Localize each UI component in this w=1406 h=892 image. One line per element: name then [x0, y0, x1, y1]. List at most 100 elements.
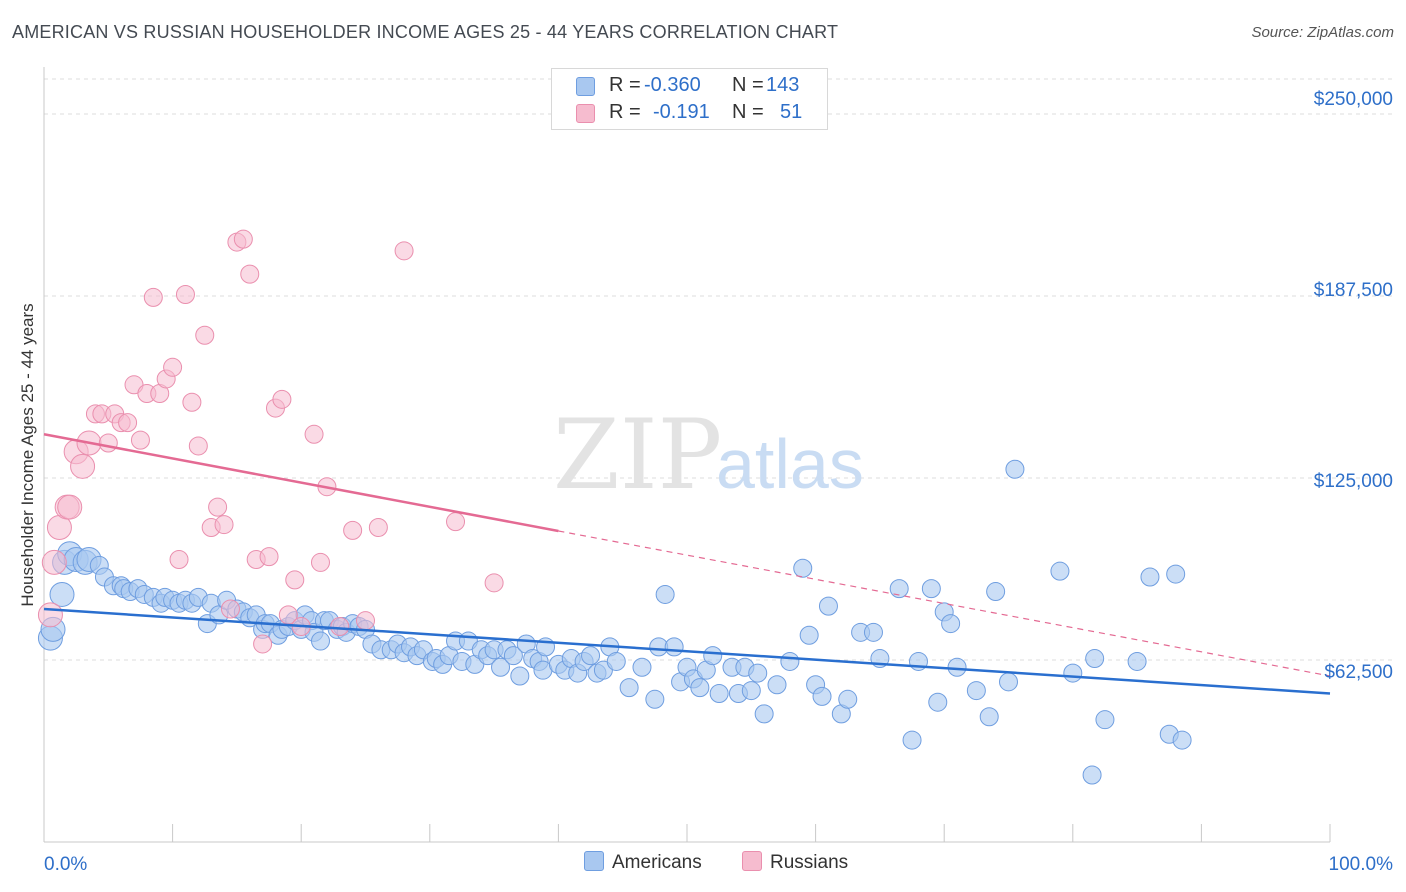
russians-trend-line	[43, 433, 559, 533]
americans-point	[503, 646, 523, 666]
americans-r-label: R =	[609, 74, 641, 96]
russians-point	[37, 602, 63, 628]
americans-point	[1127, 651, 1147, 671]
americans-point	[703, 646, 723, 666]
russians-point	[446, 512, 466, 532]
russians-point	[182, 392, 202, 412]
americans-point	[979, 707, 999, 727]
americans-point	[49, 581, 75, 607]
bottom-legend-americans: Americans	[584, 851, 702, 874]
russians-point	[175, 285, 195, 305]
americans-point	[1166, 564, 1186, 584]
americans-point	[999, 672, 1018, 692]
americans-point	[581, 646, 601, 666]
americans-point	[632, 657, 652, 677]
americans-point	[1063, 663, 1083, 683]
americans-point	[748, 663, 768, 683]
americans-point	[812, 686, 832, 706]
americans-point	[986, 582, 1006, 602]
russians-point	[118, 413, 138, 433]
russians-swatch	[576, 104, 595, 123]
americans-point	[780, 651, 800, 671]
americans-point	[793, 558, 813, 578]
russians-point	[143, 287, 163, 307]
russians-point	[240, 264, 260, 284]
russians-point	[57, 494, 83, 520]
bottom-legend-russians: Russians	[742, 851, 848, 874]
y-tick-label-1: $125,000	[1314, 471, 1393, 492]
americans-point	[1050, 561, 1070, 581]
americans-point	[921, 579, 941, 599]
russians-n-label: N =	[732, 101, 764, 123]
x-tick-label-1: 100.0%	[1329, 854, 1394, 875]
russians-point	[285, 570, 305, 590]
russians-point	[310, 552, 330, 572]
americans-point	[799, 625, 819, 645]
americans-trend-line	[43, 607, 1331, 695]
russians-point	[41, 549, 67, 575]
russians-n-value: 51	[780, 101, 803, 123]
russians-point	[272, 389, 292, 409]
americans-swatch	[576, 77, 595, 96]
americans-point	[889, 579, 909, 599]
americans-point	[741, 681, 761, 701]
x-tick-labels: 0.0% 100.0%	[44, 854, 1393, 875]
americans-point	[619, 678, 639, 698]
russians-point	[70, 453, 96, 479]
y-axis-label: Householder Income Ages 25 - 44 years	[18, 303, 37, 607]
russians-point	[253, 634, 273, 654]
americans-point	[902, 730, 922, 750]
americans-point	[1085, 649, 1105, 669]
legend-row-americans: R = -0.360 N = 143	[552, 74, 827, 100]
americans-point	[928, 692, 948, 712]
y-tick-label-0: $62,500	[1324, 662, 1393, 683]
americans-point	[606, 651, 626, 671]
correlation-legend: R = -0.360 N = 143 R = -0.191 N = 51	[551, 68, 828, 130]
americans-point	[966, 681, 986, 701]
americans-point	[690, 678, 710, 698]
americans-point	[754, 704, 774, 724]
americans-point	[645, 689, 665, 709]
y-tick-label-2: $187,500	[1314, 280, 1393, 301]
russians-point	[195, 325, 215, 345]
russians-point	[214, 515, 234, 535]
americans-n-label: N =	[732, 74, 764, 96]
americans-point	[1095, 710, 1115, 730]
americans-point	[818, 596, 838, 616]
watermark-atlas: atlas	[716, 425, 864, 503]
russians-point	[356, 611, 375, 631]
bottom-russians-label: Russians	[770, 852, 849, 873]
watermark-zip: ZIP	[553, 399, 722, 511]
americans-point	[1082, 765, 1102, 785]
watermark: ZIP atlas	[553, 399, 864, 511]
americans-point	[838, 689, 858, 709]
y-tick-label-3: $250,000	[1314, 89, 1393, 110]
russians-point	[98, 433, 118, 453]
x-tick-label-0: 0.0%	[44, 854, 87, 875]
y-tick-labels: $62,500 $125,000 $187,500 $250,000	[1314, 89, 1393, 683]
americans-point	[510, 666, 530, 686]
russians-point	[208, 497, 228, 517]
russians-point	[220, 599, 240, 619]
americans-point	[1005, 459, 1025, 479]
russians-point	[233, 229, 253, 249]
americans-point	[1140, 567, 1160, 587]
americans-point	[664, 637, 684, 657]
russians-point	[130, 430, 150, 450]
trend-lines	[43, 433, 1331, 695]
russians-point	[304, 424, 324, 444]
americans-point	[655, 584, 675, 604]
russians-point	[484, 573, 504, 593]
americans-point	[863, 622, 883, 642]
russians-point	[169, 550, 189, 570]
americans-point	[941, 614, 961, 634]
americans-point	[491, 657, 511, 677]
americans-point	[767, 675, 787, 695]
americans-point	[310, 631, 330, 651]
russians-trend-extension	[558, 530, 1331, 677]
russians-point	[394, 241, 414, 261]
americans-r-value: -0.360	[644, 74, 701, 96]
russians-point	[259, 547, 279, 567]
americans-point	[1172, 730, 1192, 750]
